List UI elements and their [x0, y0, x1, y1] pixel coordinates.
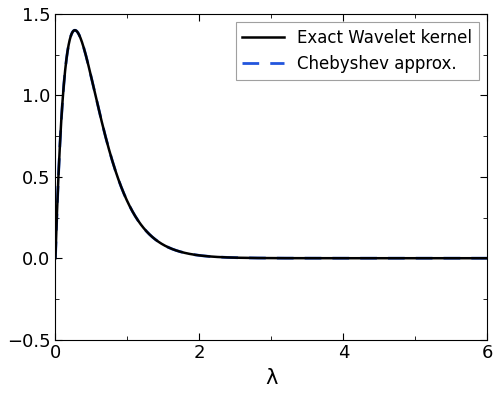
- Exact Wavelet kernel: [472, 256, 478, 261]
- Line: Chebyshev approx.: Chebyshev approx.: [56, 30, 488, 258]
- Line: Exact Wavelet kernel: Exact Wavelet kernel: [56, 30, 488, 258]
- Chebyshev approx.: [472, 256, 478, 261]
- Chebyshev approx.: [262, 256, 268, 260]
- Chebyshev approx.: [74, 30, 80, 35]
- Chebyshev approx.: [72, 28, 78, 33]
- Chebyshev approx.: [484, 256, 490, 261]
- Exact Wavelet kernel: [52, 256, 59, 261]
- Exact Wavelet kernel: [262, 256, 268, 260]
- Exact Wavelet kernel: [472, 256, 478, 261]
- X-axis label: λ: λ: [265, 368, 278, 388]
- Exact Wavelet kernel: [74, 30, 80, 35]
- Exact Wavelet kernel: [393, 256, 399, 261]
- Exact Wavelet kernel: [251, 256, 257, 260]
- Chebyshev approx.: [472, 256, 478, 261]
- Chebyshev approx.: [393, 256, 399, 261]
- Exact Wavelet kernel: [484, 256, 490, 261]
- Chebyshev approx.: [251, 256, 257, 260]
- Exact Wavelet kernel: [72, 28, 78, 33]
- Chebyshev approx.: [52, 256, 59, 261]
- Legend: Exact Wavelet kernel, Chebyshev approx.: Exact Wavelet kernel, Chebyshev approx.: [236, 22, 479, 80]
